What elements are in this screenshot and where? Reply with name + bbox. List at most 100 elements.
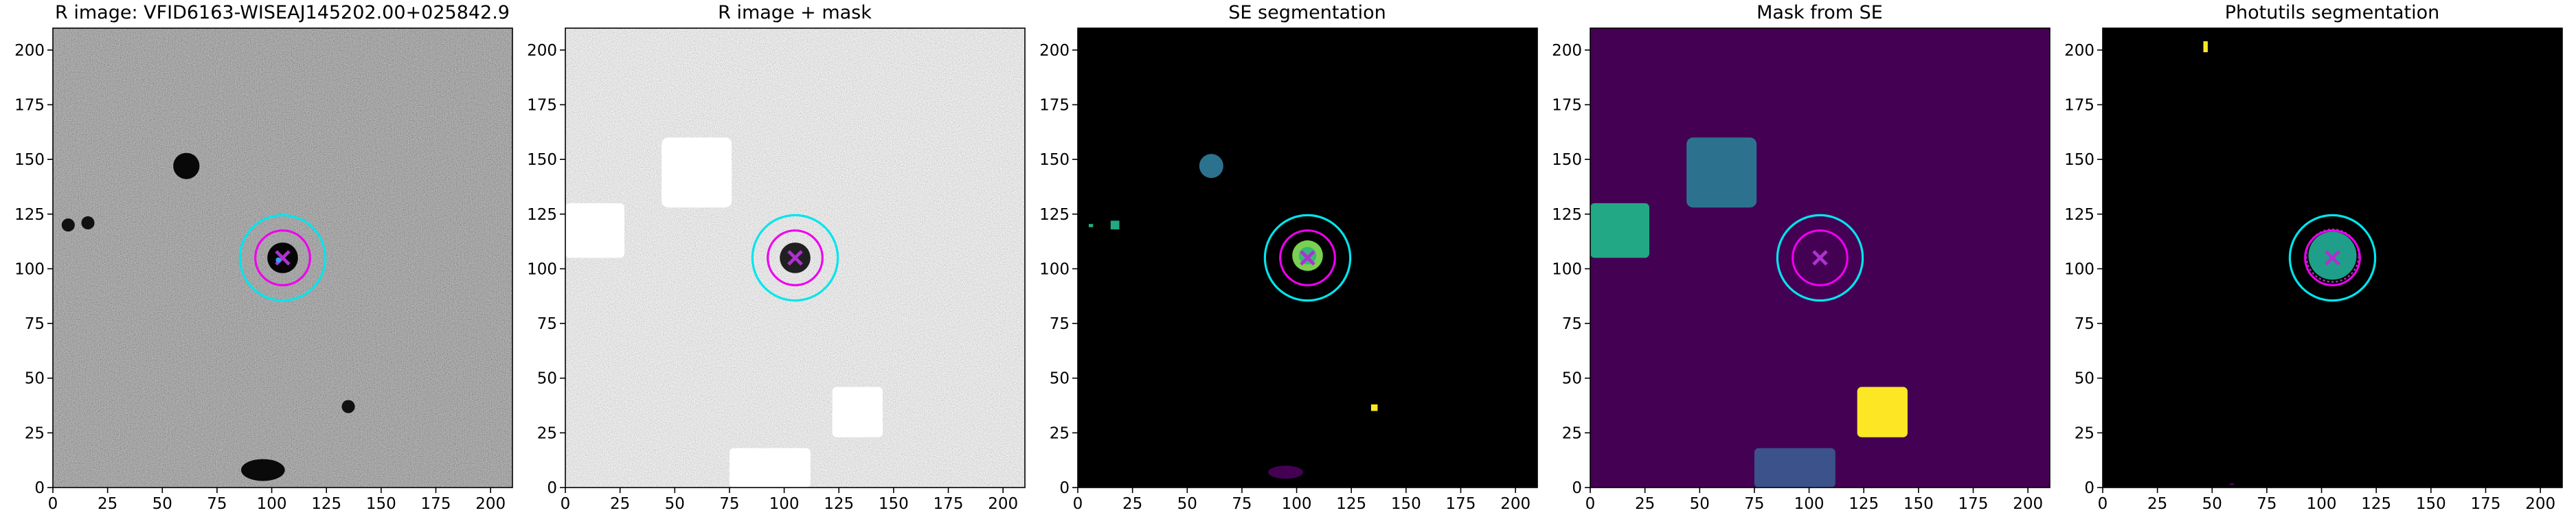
x-tick-label: 100 <box>2307 495 2337 513</box>
x-tick-label: 0 <box>1073 495 1083 513</box>
y-tick-label: 25 <box>537 424 557 442</box>
x-tick-label: 25 <box>2147 495 2167 513</box>
y-tick-label: 175 <box>14 97 45 115</box>
image-panel-2 <box>565 28 1025 488</box>
panel-title: Mask from SE <box>1756 2 1883 23</box>
y-tick-label: 150 <box>1552 151 1582 169</box>
axes-frame <box>1077 27 1538 488</box>
x-tick-label: 200 <box>1500 495 1530 513</box>
y-tick-label: 200 <box>1552 42 1582 60</box>
x-tick-label: 100 <box>769 495 800 513</box>
y-tick-label: 125 <box>14 206 45 224</box>
y-tick-label: 0 <box>1572 479 1582 497</box>
y-tick-label: 200 <box>1039 42 1070 60</box>
image-panel-3 <box>1078 28 1537 488</box>
x-tick-label: 150 <box>2416 495 2446 513</box>
x-tick-label: 125 <box>1336 495 1366 513</box>
x-tick-label: 200 <box>2013 495 2043 513</box>
x-tick-label: 150 <box>1391 495 1421 513</box>
x-tick-label: 125 <box>824 495 854 513</box>
y-tick-label: 50 <box>2075 370 2094 388</box>
y-tick-label: 100 <box>1039 260 1070 278</box>
x-tick-label: 50 <box>1177 495 1197 513</box>
y-tick-label: 150 <box>14 151 45 169</box>
y-tick-label: 150 <box>2064 151 2094 169</box>
y-tick-label: 175 <box>2064 97 2094 115</box>
y-tick-label: 175 <box>1039 97 1070 115</box>
x-tick-label: 75 <box>207 495 227 513</box>
x-tick-label: 75 <box>1744 495 1764 513</box>
y-tick-label: 0 <box>2084 479 2094 497</box>
x-tick-label: 25 <box>610 495 630 513</box>
y-tick-label: 75 <box>25 315 45 333</box>
axes-frame <box>2102 27 2563 488</box>
x-tick-label: 0 <box>1585 495 1596 513</box>
x-tick-label: 175 <box>934 495 964 513</box>
x-tick-label: 150 <box>1903 495 1934 513</box>
axes-frame <box>565 27 1026 488</box>
x-tick-label: 75 <box>2257 495 2276 513</box>
y-tick-label: 100 <box>14 260 45 278</box>
y-tick-label: 25 <box>1050 424 1070 442</box>
x-tick-label: 75 <box>719 495 739 513</box>
y-tick-label: 75 <box>2075 315 2094 333</box>
y-tick-label: 175 <box>1552 97 1582 115</box>
panel-title: R image + mask <box>718 2 872 23</box>
x-tick-label: 100 <box>1794 495 1824 513</box>
x-tick-label: 0 <box>48 495 58 513</box>
x-tick-label: 175 <box>1446 495 1476 513</box>
y-tick-label: 125 <box>527 206 557 224</box>
x-tick-label: 150 <box>366 495 396 513</box>
image-panel-1 <box>53 28 512 488</box>
y-tick-label: 25 <box>2075 424 2094 442</box>
y-tick-label: 50 <box>1562 370 1582 388</box>
x-tick-label: 75 <box>1232 495 1252 513</box>
x-tick-label: 0 <box>2098 495 2108 513</box>
y-tick-label: 0 <box>1059 479 1070 497</box>
x-tick-label: 25 <box>98 495 117 513</box>
x-tick-label: 175 <box>2471 495 2501 513</box>
image-panel-4 <box>1590 28 2050 488</box>
axes-frame <box>1590 27 2050 488</box>
y-tick-label: 200 <box>2064 42 2094 60</box>
y-tick-label: 150 <box>1039 151 1070 169</box>
y-tick-label: 125 <box>1039 206 1070 224</box>
x-tick-label: 50 <box>2202 495 2222 513</box>
x-tick-label: 200 <box>988 495 1018 513</box>
image-panel-5 <box>2103 28 2562 488</box>
axes-frame <box>52 27 513 488</box>
x-tick-label: 175 <box>421 495 451 513</box>
x-tick-label: 175 <box>1958 495 1989 513</box>
y-tick-label: 175 <box>527 97 557 115</box>
x-tick-label: 125 <box>311 495 341 513</box>
y-tick-label: 75 <box>537 315 557 333</box>
panel-title: R image: VFID6163-WISEAJ145202.00+025842… <box>55 2 510 23</box>
x-tick-label: 125 <box>2361 495 2391 513</box>
x-tick-label: 100 <box>1282 495 1312 513</box>
y-tick-label: 100 <box>1552 260 1582 278</box>
y-tick-label: 200 <box>527 42 557 60</box>
x-tick-label: 150 <box>879 495 909 513</box>
x-tick-label: 25 <box>1122 495 1142 513</box>
x-tick-label: 200 <box>2525 495 2555 513</box>
y-tick-label: 125 <box>1552 206 1582 224</box>
y-tick-label: 0 <box>547 479 557 497</box>
x-tick-label: 50 <box>152 495 172 513</box>
x-tick-label: 50 <box>665 495 685 513</box>
y-tick-label: 75 <box>1562 315 1582 333</box>
panel-title: SE segmentation <box>1228 2 1386 23</box>
x-tick-label: 200 <box>475 495 506 513</box>
y-tick-label: 100 <box>2064 260 2094 278</box>
y-tick-label: 75 <box>1050 315 1070 333</box>
y-tick-label: 0 <box>34 479 45 497</box>
y-tick-label: 50 <box>537 370 557 388</box>
y-tick-label: 125 <box>2064 206 2094 224</box>
y-tick-label: 50 <box>25 370 45 388</box>
panel-title: Photutils segmentation <box>2225 2 2440 23</box>
y-tick-label: 150 <box>527 151 557 169</box>
y-tick-label: 25 <box>1562 424 1582 442</box>
x-tick-label: 0 <box>561 495 571 513</box>
y-tick-label: 200 <box>14 42 45 60</box>
y-tick-label: 25 <box>25 424 45 442</box>
